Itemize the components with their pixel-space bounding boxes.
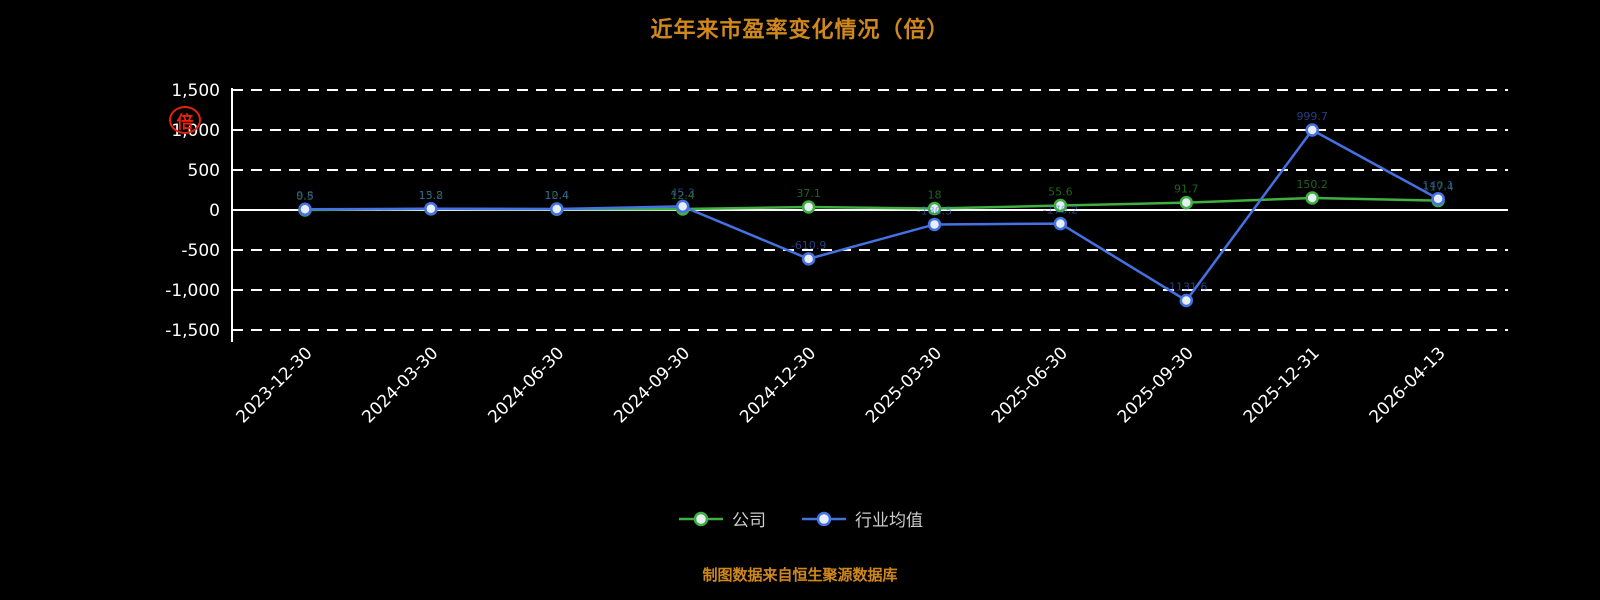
data-label: 9.8 — [296, 189, 314, 202]
x-axis-tick-label: 2024-06-30 — [484, 343, 568, 427]
x-axis-tick-label: 2025-09-30 — [1114, 343, 1198, 427]
data-label: 18 — [928, 189, 942, 202]
data-label: 140.1 — [1422, 179, 1454, 192]
company-data-point — [1179, 195, 1194, 210]
x-axis-tick-label: 2024-03-30 — [358, 343, 442, 427]
y-axis-tick-label: -1,500 — [165, 321, 220, 341]
x-axis-tick-label: 2024-12-30 — [736, 343, 820, 427]
industry-series-marker-icon — [802, 511, 846, 526]
data-label: -1131.6 — [1165, 281, 1207, 294]
y-axis-tick-label: 500 — [188, 161, 220, 181]
industry-data-point — [1053, 216, 1068, 231]
industry-data-point — [675, 199, 690, 214]
data-label: 13.8 — [419, 189, 444, 202]
data-label: 0.5 — [296, 190, 314, 203]
data-label: 10.4 — [545, 189, 570, 202]
company-data-point — [801, 200, 816, 214]
x-axis-tick-label: 2025-06-30 — [988, 343, 1072, 427]
y-axis-tick-label: 1,500 — [171, 81, 220, 101]
industry-data-point — [424, 202, 438, 216]
data-label: 37.1 — [796, 187, 821, 200]
data-label: -610.9 — [791, 239, 826, 252]
data-label: 45.3 — [670, 186, 695, 199]
data-label: 12.4 — [545, 189, 570, 202]
legend-label-company: 公司 — [732, 511, 766, 531]
data-label: 150.2 — [1296, 178, 1328, 191]
company-series-marker-icon — [679, 511, 723, 526]
y-axis-tick-label: -1,000 — [165, 281, 220, 301]
data-label: 91.7 — [1174, 183, 1199, 196]
legend: 公司 行业均值 — [0, 506, 1600, 531]
x-axis-tick-label: 2025-03-30 — [862, 343, 946, 427]
data-label: -170.2 — [1043, 204, 1078, 217]
industry-data-point — [1431, 192, 1445, 206]
x-axis-tick-label: 2026-04-13 — [1366, 343, 1450, 427]
chart-title: 近年来市盈率变化情况（倍） — [650, 18, 950, 43]
y-axis-tick-label: 0 — [209, 201, 220, 221]
company-data-point — [1305, 191, 1319, 205]
data-label: 117.4 — [1422, 181, 1454, 194]
data-label: 12.4 — [670, 189, 695, 202]
unit-annotation: 倍 — [169, 106, 201, 134]
data-label: 999.7 — [1296, 110, 1328, 123]
industry-data-point — [550, 202, 564, 216]
y-axis-tick-label: -500 — [181, 241, 220, 261]
data-label: 55.6 — [1048, 186, 1073, 199]
industry-data-point — [298, 202, 312, 216]
x-axis-tick-label: 2025-12-31 — [1240, 343, 1324, 427]
industry-series-line — [304, 128, 1439, 303]
industry-data-point — [1179, 293, 1194, 308]
company-data-point — [927, 201, 942, 216]
legend-label-industry: 行业均值 — [855, 511, 923, 531]
legend-item-company[interactable]: 公司 — [677, 506, 766, 531]
legend-item-industry[interactable]: 行业均值 — [800, 506, 923, 531]
data-source-note: 制图数据来自恒生聚源数据库 — [702, 566, 898, 584]
industry-data-point — [801, 252, 816, 266]
data-label: 15.2 — [419, 189, 444, 202]
x-axis-tick-label: 2024-09-30 — [610, 343, 694, 427]
x-axis-tick-label: 2023-12-30 — [233, 343, 317, 427]
industry-data-point — [1305, 123, 1319, 137]
data-label: -180.5 — [917, 204, 952, 217]
industry-data-point — [927, 217, 942, 232]
company-data-point — [1053, 198, 1068, 213]
